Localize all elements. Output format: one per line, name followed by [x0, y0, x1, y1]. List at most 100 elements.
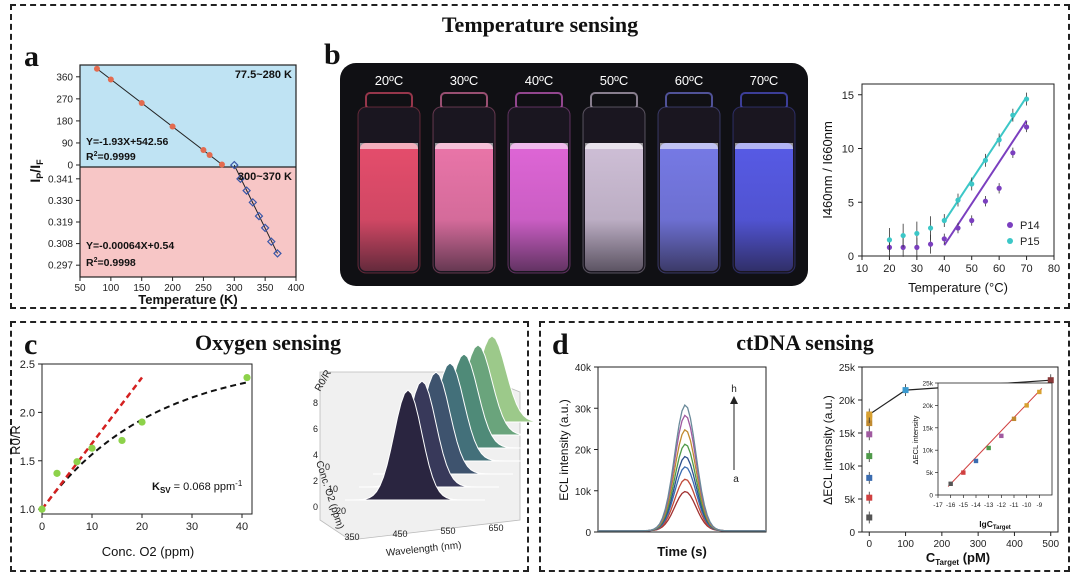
- d-right-ytick-label: 15k: [839, 429, 856, 440]
- temperature-title: Temperature sensing: [441, 12, 639, 37]
- vial-liquid: [735, 143, 793, 271]
- c-plot-frame: [41, 363, 253, 515]
- vial-label: 60ºC: [675, 73, 704, 88]
- c-xtick-label: 0: [39, 521, 45, 533]
- d-ecl-curve: [598, 466, 766, 532]
- d-right-ytick-label: 0: [849, 528, 855, 539]
- d-right-xlabel-main: C: [926, 550, 936, 565]
- vials-photo: 20ºC 30ºC 40ºC 50ºC 60ºC 70ºC: [340, 63, 808, 286]
- d-right-ytick-label: 20k: [839, 396, 856, 407]
- c-ytick-label: 2.0: [20, 407, 35, 419]
- d-label-a: a: [733, 474, 739, 485]
- b-xlabel: Temperature (°C): [908, 280, 1008, 295]
- b-ytick-label: 15: [842, 90, 854, 102]
- d-right-point: [866, 514, 873, 521]
- vial-liquid: [510, 143, 568, 271]
- a-bottom-r2-value: =0.9998: [98, 257, 136, 269]
- c3d-ztick-label: 8: [313, 398, 318, 408]
- ctdna-frame: [539, 321, 1070, 572]
- inset-point: [1024, 403, 1029, 408]
- a-bottom-point: [260, 223, 270, 233]
- vial-liquid: [585, 143, 643, 271]
- a-xtick-label: 300: [226, 283, 243, 294]
- c-point: [243, 373, 251, 382]
- d-ecl-curve: [598, 443, 766, 532]
- a-bottom-point: [248, 198, 258, 207]
- inset-point: [961, 470, 966, 475]
- inset-xlabel: lgCTarget: [979, 519, 1011, 531]
- b-point: [1010, 150, 1016, 156]
- b-point: [941, 236, 947, 242]
- d-right-point: [866, 494, 873, 501]
- b-ytick-label: 5: [848, 197, 854, 209]
- panel-letter-c: c: [24, 328, 38, 361]
- c-ytick-label: 1.5: [20, 456, 35, 468]
- inset-xtick-label: -10: [1022, 502, 1032, 509]
- inset-frame: [937, 382, 1053, 496]
- d-right-point: [866, 474, 873, 481]
- d-label-h: h: [731, 384, 737, 395]
- a-ylabel-sub1: P: [35, 173, 45, 179]
- c3d-xtick-label: 450: [392, 529, 407, 539]
- inset-point: [986, 445, 991, 451]
- b-xtick-label: 70: [1020, 263, 1032, 275]
- c-annotation: KSV = 0.068 ppm-1: [152, 479, 243, 495]
- a-top-point: [200, 147, 207, 154]
- inset-ytick-label: 0: [929, 493, 933, 500]
- d-ecl-curve: [598, 478, 766, 532]
- inset-ytick-label: 25k: [923, 381, 934, 388]
- vial-meniscus: [585, 143, 643, 149]
- a-top-point: [206, 151, 213, 158]
- vial-label: 40ºC: [525, 73, 554, 88]
- vial-label: 50ºC: [600, 73, 629, 88]
- a-ylabel-main: I: [27, 179, 43, 183]
- b-xtick-label: 80: [1048, 263, 1060, 275]
- b-legend-p15: P15: [1020, 236, 1040, 248]
- b-xtick-label: 30: [911, 263, 923, 275]
- a-top-point: [93, 65, 100, 72]
- a-xlabel: Temperature (K): [138, 292, 237, 307]
- panel-letter-a: a: [24, 40, 39, 73]
- a-bottom-r2-sup: 2: [94, 257, 98, 264]
- c-xtick-label: 40: [236, 521, 248, 533]
- b-point: [996, 185, 1002, 191]
- a-top-r2-sup: 2: [94, 151, 98, 158]
- a-top-r2: R2=0.9999: [86, 151, 136, 163]
- a-xtick-label: 250: [195, 283, 212, 294]
- b-point: [969, 181, 975, 187]
- c3d-spectrum: [345, 389, 485, 501]
- temperature-frame: [10, 4, 1070, 309]
- d-right-point: [902, 387, 909, 394]
- d-left-ytick-label: 20k: [575, 446, 592, 457]
- c3d-ztick-label: 4: [313, 450, 318, 460]
- b-legend-marker-p15: [1007, 238, 1013, 244]
- d-right-xtick-label: 100: [897, 539, 914, 550]
- c-point: [88, 444, 96, 452]
- a-ylabel-sub2: F: [35, 159, 45, 165]
- inset-xlabel-main: lgC: [979, 519, 993, 529]
- inset-point: [973, 458, 979, 464]
- vial-meniscus: [360, 143, 418, 149]
- d-ecl-curve: [598, 428, 766, 532]
- b-point: [914, 244, 920, 250]
- a-top-equation: Y=-1.93X+542.56: [86, 136, 168, 148]
- d-right-xtick-label: 300: [970, 539, 987, 550]
- inset-ytick-label: 10k: [923, 448, 934, 455]
- c-xtick-label: 20: [136, 521, 148, 533]
- b-legend-p14: P14: [1020, 220, 1040, 232]
- b-plot-frame: [861, 83, 1055, 257]
- b-xtick-label: 20: [883, 263, 895, 275]
- a-bottom-r2: R2=0.9998: [86, 257, 136, 269]
- a-xtick-label: 150: [133, 283, 150, 294]
- a-top-ytick-label: 180: [56, 116, 73, 127]
- d-right-xlabel: CTarget (pM): [926, 550, 990, 567]
- d-right-ylabel: ΔECL intensity (a.u.): [821, 395, 835, 505]
- a-top-point: [169, 123, 176, 130]
- a-bottom-bg: [80, 167, 296, 277]
- d-right-xtick-label: 500: [1042, 539, 1059, 550]
- c3d-ztick-label: 0: [313, 502, 318, 512]
- a-ylabel: IP/IF: [27, 159, 45, 183]
- c3d-xtick-label: 550: [440, 526, 455, 536]
